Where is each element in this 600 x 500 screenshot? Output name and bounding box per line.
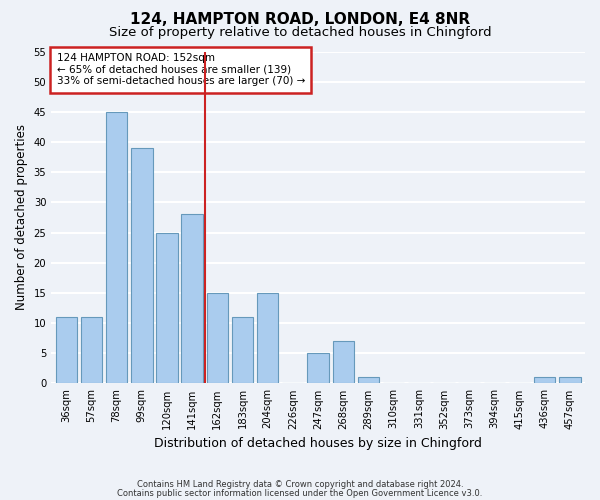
Bar xyxy=(181,214,203,384)
Y-axis label: Number of detached properties: Number of detached properties xyxy=(15,124,28,310)
Bar xyxy=(358,378,379,384)
Bar xyxy=(81,317,102,384)
Bar xyxy=(206,293,228,384)
Bar xyxy=(232,317,253,384)
Bar xyxy=(559,378,581,384)
Text: Contains HM Land Registry data © Crown copyright and database right 2024.: Contains HM Land Registry data © Crown c… xyxy=(137,480,463,489)
Bar xyxy=(156,232,178,384)
Bar xyxy=(106,112,127,384)
Bar xyxy=(257,293,278,384)
Bar xyxy=(534,378,556,384)
X-axis label: Distribution of detached houses by size in Chingford: Distribution of detached houses by size … xyxy=(154,437,482,450)
Text: 124, HAMPTON ROAD, LONDON, E4 8NR: 124, HAMPTON ROAD, LONDON, E4 8NR xyxy=(130,12,470,28)
Bar xyxy=(332,341,354,384)
Bar xyxy=(307,354,329,384)
Text: Contains public sector information licensed under the Open Government Licence v3: Contains public sector information licen… xyxy=(118,489,482,498)
Text: Size of property relative to detached houses in Chingford: Size of property relative to detached ho… xyxy=(109,26,491,39)
Text: 124 HAMPTON ROAD: 152sqm
← 65% of detached houses are smaller (139)
33% of semi-: 124 HAMPTON ROAD: 152sqm ← 65% of detach… xyxy=(56,53,305,86)
Bar xyxy=(131,148,152,384)
Bar xyxy=(56,317,77,384)
